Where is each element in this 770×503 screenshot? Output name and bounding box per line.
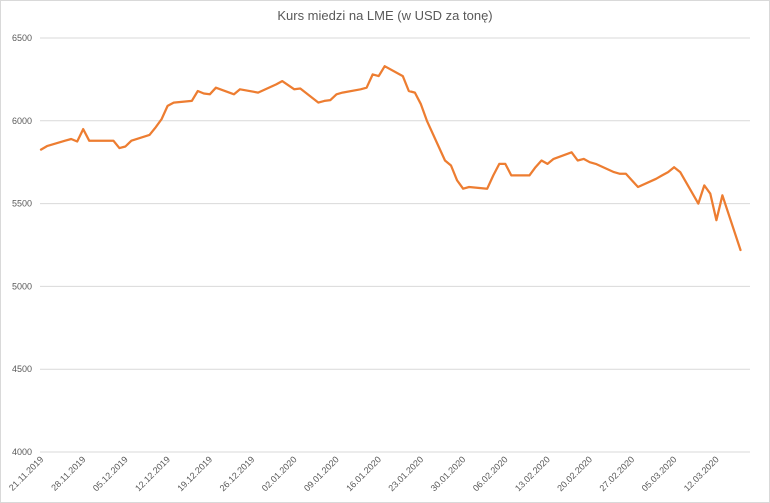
x-tick-label: 23.01.2020 [386,454,425,493]
x-tick-label: 30.01.2020 [429,454,468,493]
series-layer [39,65,742,252]
x-axis-tick-labels: 21.11.2019 28.11.2019 05.12.2019 12.12.2019… [7,454,721,493]
x-tick-label: 06.02.2020 [471,454,510,493]
x-tick-label: 05.03.2020 [640,454,679,493]
y-tick-label: 5000 [12,281,32,291]
x-tick-label: 20.02.2020 [555,454,594,493]
x-tick-label: 05.12.2019 [91,454,130,493]
y-axis-tick-labels: 4000 4500 5000 5500 6000 6500 [12,33,32,457]
series-line-0 [39,65,742,252]
x-tick-label: 16.01.2020 [344,454,383,493]
x-tick-label: 13.02.2020 [513,454,552,493]
y-tick-label: 4000 [12,447,32,457]
x-tick-label: 09.01.2020 [302,454,341,493]
y-tick-label: 6000 [12,116,32,126]
y-tick-label: 5500 [12,199,32,209]
x-tick-label: 12.12.2019 [133,454,172,493]
x-tick-label: 02.01.2020 [260,454,299,493]
chart-title: Kurs miedzi na LME (w USD za tonę) [277,8,493,23]
x-tick-label: 28.11.2019 [49,454,87,492]
x-tick-label: 26.12.2019 [218,454,257,493]
gridlines [40,37,750,453]
x-tick-label: 27.02.2020 [597,454,636,493]
x-tick-label: 12.03.2020 [682,454,721,493]
y-tick-label: 4500 [12,364,32,374]
x-tick-label: 21.11.2019 [7,454,45,492]
y-tick-label: 6500 [12,33,32,43]
x-tick-label: 19.12.2019 [175,454,214,493]
